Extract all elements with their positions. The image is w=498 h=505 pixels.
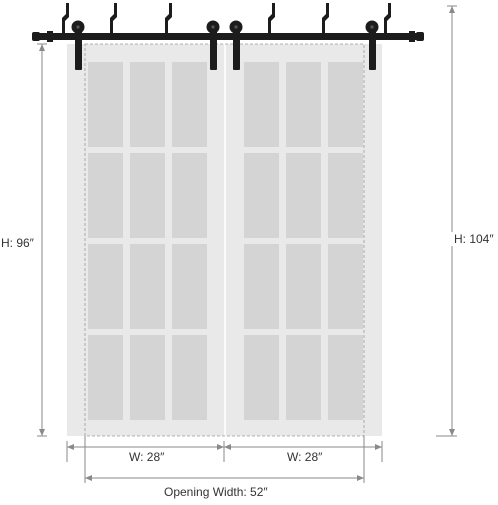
wall-brackets	[62, 3, 391, 34]
door-hangers	[71, 20, 379, 70]
total-height-label: H: 104″	[451, 232, 497, 246]
rail-stop-left	[47, 31, 53, 42]
glass-pane	[286, 62, 321, 147]
glass-pane	[172, 153, 207, 238]
arrow-door-width-left	[67, 444, 74, 450]
wall-bracket	[322, 3, 329, 34]
glass-pane	[88, 244, 123, 329]
glass-pane	[328, 244, 363, 329]
opening-outline	[84, 43, 365, 437]
glass-pane	[328, 153, 363, 238]
wall-bracket	[165, 3, 172, 34]
arrow-door-height-bottom	[39, 429, 45, 436]
door-height-label: H: 96″	[0, 236, 37, 250]
arrow-opening-right	[357, 475, 364, 481]
glass-pane	[130, 62, 165, 147]
glass-pane	[244, 62, 279, 147]
arrow-door-width-mid-right	[224, 444, 231, 450]
glass-pane	[172, 62, 207, 147]
glass-pane	[130, 244, 165, 329]
rail-end-cap-right	[416, 32, 424, 41]
arrow-door-width-right	[375, 444, 382, 450]
rail-stop-right	[409, 31, 415, 42]
hanger-strap	[369, 30, 376, 70]
glass-pane	[88, 153, 123, 238]
glass-pane	[244, 244, 279, 329]
hanger-strap	[210, 30, 217, 70]
glass-pane	[286, 335, 321, 420]
hanger-bolt	[76, 25, 80, 29]
hanger-strap	[75, 30, 82, 70]
glass-pane	[244, 335, 279, 420]
arrow-door-width-mid-left	[217, 444, 224, 450]
track-rail	[32, 31, 424, 42]
arrow-door-height-top	[39, 44, 45, 51]
glass-pane	[88, 62, 123, 147]
glass-pane	[88, 335, 123, 420]
rail-end-cap-left	[32, 32, 40, 41]
glass-pane	[172, 244, 207, 329]
wall-bracket	[384, 3, 391, 34]
glass-pane	[286, 153, 321, 238]
wall-bracket	[268, 3, 275, 34]
arrow-total-height-top	[449, 6, 455, 13]
glass-pane	[172, 335, 207, 420]
left-door-width-label: W: 28″	[126, 450, 168, 464]
rail-bar	[32, 33, 424, 40]
glass-pane	[244, 153, 279, 238]
glass-panes	[88, 62, 363, 420]
hanger-bolt	[211, 25, 215, 29]
hanger-strap	[233, 30, 240, 70]
wall-bracket	[110, 3, 117, 34]
glass-pane	[130, 335, 165, 420]
right-door-width-label: W: 28″	[284, 450, 326, 464]
wall-bracket	[62, 3, 69, 34]
arrow-total-height-bottom	[449, 429, 455, 436]
opening-width-label: Opening Width: 52″	[161, 485, 271, 499]
glass-pane	[130, 153, 165, 238]
hanger-bolt	[370, 25, 374, 29]
glass-pane	[328, 62, 363, 147]
glass-pane	[286, 244, 321, 329]
hanger-bolt	[234, 25, 238, 29]
arrow-opening-left	[85, 475, 92, 481]
dimension-arrows	[39, 6, 455, 481]
glass-pane	[328, 335, 363, 420]
